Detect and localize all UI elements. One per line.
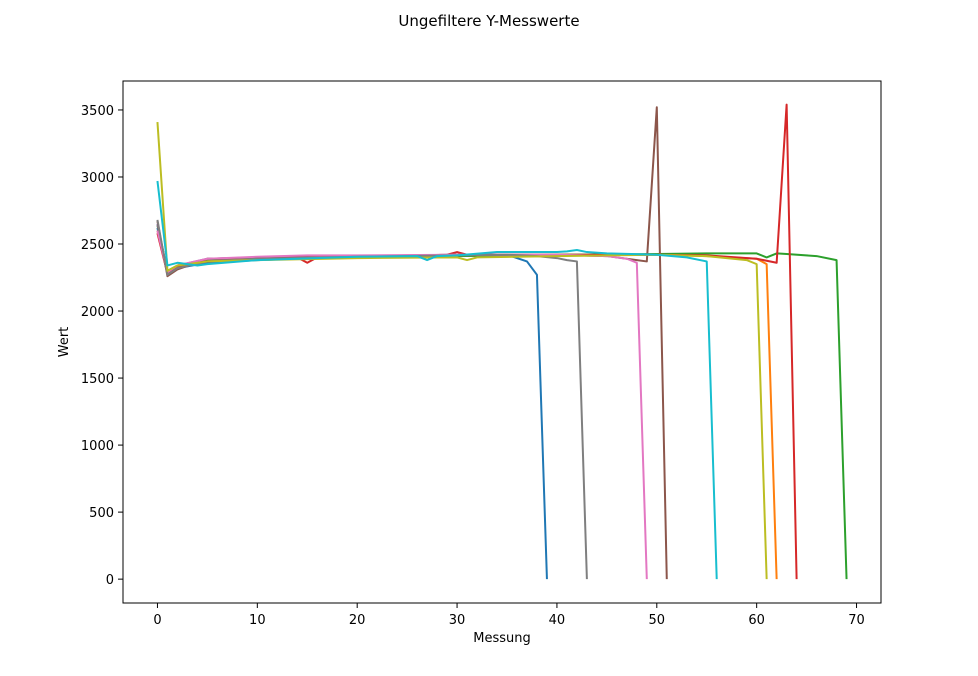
x-tick-label: 60 [748, 613, 765, 628]
series-line-4 [156, 103, 798, 580]
chart-title: Ungefiltere Y-Messwerte [398, 12, 579, 30]
series-lines [156, 103, 848, 580]
series-line-2 [156, 230, 778, 580]
x-tick-label: 70 [848, 613, 865, 628]
series-line-6 [156, 106, 668, 580]
x-tick-label: 0 [153, 613, 161, 628]
series-line-8 [156, 219, 588, 580]
x-tick-label: 10 [249, 613, 266, 628]
y-tick-label: 0 [106, 573, 114, 588]
x-tick-label: 30 [449, 613, 466, 628]
series-line-5 [156, 223, 537, 274]
y-tick-label: 1500 [81, 372, 114, 387]
series-line-7 [156, 230, 648, 580]
x-tick-label: 40 [549, 613, 566, 628]
y-tick-label: 3000 [81, 171, 114, 186]
y-tick-label: 1000 [81, 439, 114, 454]
y-tick-label: 2000 [81, 305, 114, 320]
y-tick-label: 3500 [81, 104, 114, 119]
y-tick-label: 500 [89, 506, 114, 521]
y-axis-label: Wert [57, 327, 72, 358]
plot-area-frame [122, 80, 882, 604]
series-line-1 [156, 227, 548, 580]
series-line-10 [156, 180, 718, 580]
y-axis-ticks: 0 500 1000 1500 2000 2500 3000 3500 [81, 104, 123, 588]
x-tick-label: 20 [349, 613, 366, 628]
x-tick-label: 50 [649, 613, 666, 628]
x-axis-label: Messung [473, 631, 531, 646]
y-tick-label: 2500 [81, 238, 114, 253]
x-axis-ticks: 0 10 20 30 40 50 60 70 [153, 603, 865, 628]
series-line-9 [156, 121, 768, 580]
series-line-3 [156, 225, 848, 580]
